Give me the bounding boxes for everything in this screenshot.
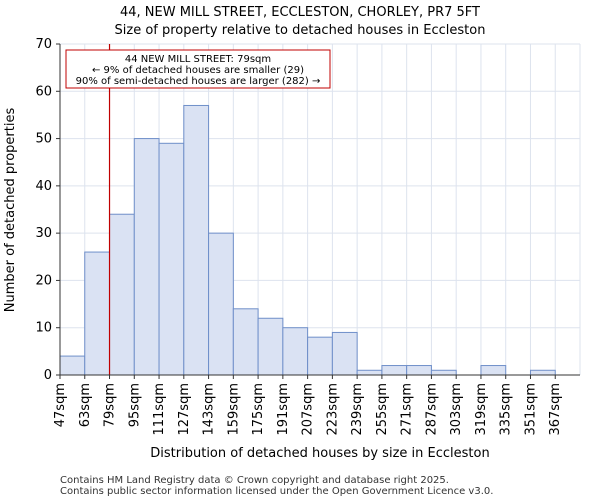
y-tick-label: 0 [44, 368, 52, 383]
bar [381, 365, 408, 376]
x-tick-label: 335sqm [499, 383, 514, 436]
annotation-line-2: ← 9% of detached houses are smaller (29) [92, 65, 304, 76]
y-tick-label: 20 [35, 273, 52, 288]
x-tick-label: 191sqm [276, 383, 291, 436]
x-tick-label: 159sqm [226, 383, 241, 436]
x-tick-label: 287sqm [424, 383, 439, 436]
footer-line-2: Contains public sector information licen… [60, 486, 493, 497]
annotation-line-1: 44 NEW MILL STREET: 79sqm [125, 54, 271, 65]
bar [406, 365, 432, 376]
x-tick-label: 127sqm [177, 383, 192, 436]
y-ticks: 0 10 20 30 40 50 60 70 [35, 37, 60, 383]
bar [356, 369, 383, 376]
bar [59, 355, 86, 376]
bar [84, 251, 111, 376]
bar [183, 104, 210, 376]
x-tick-label: 63sqm [78, 383, 93, 427]
x-tick-label: 255sqm [375, 383, 390, 436]
bar [158, 142, 185, 376]
x-tick-label: 47sqm [53, 383, 68, 427]
x-tick-label: 367sqm [548, 383, 563, 436]
x-tick-label: 239sqm [350, 383, 365, 436]
bar [282, 327, 309, 376]
bar [257, 317, 284, 376]
annotation-line-3: 90% of semi-detached houses are larger (… [76, 76, 321, 87]
y-tick-label: 60 [35, 84, 52, 99]
y-tick-label: 70 [35, 37, 52, 52]
bar [208, 232, 234, 376]
bar [307, 336, 333, 376]
x-tick-label: 79sqm [103, 383, 118, 427]
bar [480, 365, 507, 376]
x-tick-label: 207sqm [301, 383, 316, 436]
x-tick-label: 351sqm [523, 383, 538, 436]
axes [59, 44, 580, 376]
y-tick-label: 50 [35, 132, 52, 147]
x-axis-label: Distribution of detached houses by size … [150, 446, 489, 461]
footer-line-1: Contains HM Land Registry data © Crown c… [60, 475, 449, 486]
x-tick-label: 303sqm [449, 383, 464, 436]
x-tick-label: 143sqm [202, 383, 217, 436]
annotation-box: 44 NEW MILL STREET: 79sqm ← 9% of detach… [65, 49, 331, 89]
x-tick-label: 319sqm [474, 383, 489, 436]
x-ticks: 47sqm 63sqm 79sqm 95sqm 111sqm 127sqm 143sqm 15… [53, 375, 563, 436]
x-tick-label: 111sqm [152, 383, 167, 436]
bar [430, 369, 457, 376]
x-tick-label: 95sqm [127, 383, 142, 427]
chart-subtitle: Size of property relative to detached ho… [115, 23, 486, 38]
bars [59, 104, 556, 376]
bar [109, 213, 135, 376]
y-tick-label: 30 [35, 226, 52, 241]
x-tick-label: 271sqm [400, 383, 415, 436]
y-axis-label: Number of detached properties [3, 108, 18, 313]
bar [529, 369, 556, 376]
bar [232, 308, 259, 376]
y-tick-label: 10 [35, 321, 52, 336]
bar [331, 331, 358, 376]
x-tick-label: 223sqm [325, 383, 340, 436]
annotation-frame [65, 49, 331, 89]
y-tick-label: 40 [35, 179, 52, 194]
chart-title: 44, NEW MILL STREET, ECCLESTON, CHORLEY,… [120, 5, 480, 20]
x-tick-label: 175sqm [251, 383, 266, 436]
bar [133, 138, 160, 376]
